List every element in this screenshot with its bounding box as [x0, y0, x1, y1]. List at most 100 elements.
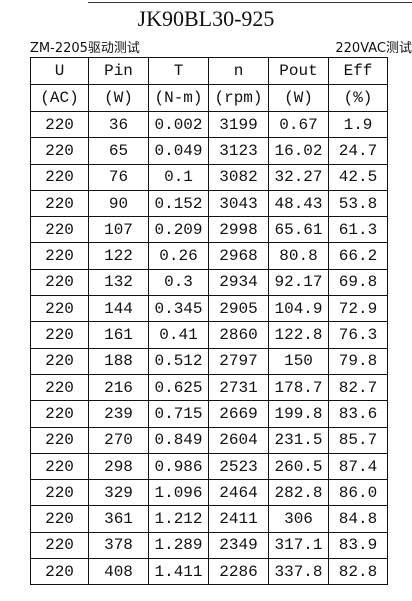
cell: 2349 — [208, 531, 269, 560]
cell: U — [30, 57, 89, 85]
cell: 2604 — [208, 426, 269, 454]
header-row: (AC) (W) (N-m) (rpm) (W) (%) — [30, 84, 388, 112]
cell: 2860 — [208, 321, 269, 349]
cell: 220 — [30, 110, 89, 139]
cell: 220 — [30, 163, 89, 191]
cell: 2286 — [208, 558, 269, 586]
cell: 2968 — [208, 242, 269, 270]
cell: 306 — [268, 505, 329, 533]
cell: 0.345 — [148, 295, 209, 323]
cell: 0.715 — [148, 400, 209, 428]
cell: 83.6 — [328, 400, 388, 428]
cell: 220 — [30, 479, 89, 507]
cell: Eff — [328, 57, 388, 85]
cell: 0.1 — [148, 163, 209, 191]
cell: n — [208, 57, 269, 85]
cell: 150 — [268, 347, 329, 375]
cell: 161 — [88, 321, 149, 349]
cell: 0.049 — [148, 137, 209, 165]
cell: 220 — [30, 321, 89, 349]
cell: 66.2 — [328, 242, 388, 270]
data-row: 220 65 0.049 3123 16.02 24.7 — [30, 137, 388, 165]
left-note: ZM-2205驱动测试 — [30, 41, 140, 56]
cell: 3082 — [208, 163, 269, 191]
data-row: 220 361 1.212 2411 306 84.8 — [30, 505, 388, 533]
cell: (N-m) — [148, 84, 209, 112]
data-row: 220 298 0.986 2523 260.5 87.4 — [30, 452, 388, 481]
cell: 2797 — [208, 347, 269, 375]
cell: 36 — [88, 110, 149, 139]
cell: 220 — [30, 426, 89, 454]
cell: 239 — [88, 400, 149, 428]
cell: 107 — [88, 216, 149, 244]
cell: 32.27 — [268, 163, 329, 191]
cell: Pin — [88, 57, 149, 85]
cell: 86.0 — [328, 479, 388, 507]
data-row: 220 132 0.3 2934 92.17 69.8 — [30, 268, 388, 297]
title: JK90BL30-925 — [137, 6, 275, 31]
cell: (%) — [328, 84, 388, 112]
cell: 1.096 — [148, 479, 209, 507]
cell: 65 — [88, 137, 149, 165]
cell: 220 — [30, 400, 89, 428]
cell: 0.002 — [148, 110, 209, 139]
cell: 282.8 — [268, 479, 329, 507]
cell: 1.289 — [148, 531, 209, 560]
data-row: 220 216 0.625 2731 178.7 82.7 — [30, 373, 388, 402]
cell: 72.9 — [328, 295, 388, 323]
cell: (W) — [88, 84, 149, 112]
cell: 48.43 — [268, 189, 329, 218]
data-row: 220 408 1.411 2286 337.8 82.8 — [30, 558, 388, 586]
cell: 0.849 — [148, 426, 209, 454]
cell: 178.7 — [268, 373, 329, 402]
cell: T — [148, 57, 209, 85]
data-row: 220 144 0.345 2905 104.9 72.9 — [30, 295, 388, 323]
cell: 76 — [88, 163, 149, 191]
cell: 69.8 — [328, 268, 388, 297]
cell: 0.625 — [148, 373, 209, 402]
cell: 42.5 — [328, 163, 388, 191]
cell: 76.3 — [328, 321, 388, 349]
cell: 1.212 — [148, 505, 209, 533]
data-row: 220 90 0.152 3043 48.43 53.8 — [30, 189, 388, 218]
data-row: 220 270 0.849 2604 231.5 85.7 — [30, 426, 388, 454]
cell: 220 — [30, 295, 89, 323]
cell: 1.411 — [148, 558, 209, 586]
data-row: 220 329 1.096 2464 282.8 86.0 — [30, 479, 388, 507]
cell: 83.9 — [328, 531, 388, 560]
cell: (W) — [268, 84, 329, 112]
cell: 216 — [88, 373, 149, 402]
right-note: 220VAC测试 — [335, 41, 412, 56]
cell: 337.8 — [268, 558, 329, 586]
cell: 361 — [88, 505, 149, 533]
cell: 329 — [88, 479, 149, 507]
cell: 53.8 — [328, 189, 388, 218]
cell: 0.26 — [148, 242, 209, 270]
cell: 82.8 — [328, 558, 388, 586]
cell: 220 — [30, 452, 89, 481]
cell: 104.9 — [268, 295, 329, 323]
cell: 87.4 — [328, 452, 388, 481]
cell: 220 — [30, 347, 89, 375]
data-row: 220 107 0.209 2998 65.61 61.3 — [30, 216, 388, 244]
cell: 2523 — [208, 452, 269, 481]
cell: 231.5 — [268, 426, 329, 454]
cell: 80.8 — [268, 242, 329, 270]
cell: 220 — [30, 242, 89, 270]
cell: 220 — [30, 268, 89, 297]
cell: (rpm) — [208, 84, 269, 112]
cell: 408 — [88, 558, 149, 586]
cell: 2731 — [208, 373, 269, 402]
data-row: 220 239 0.715 2669 199.8 83.6 — [30, 400, 388, 428]
cell: 0.209 — [148, 216, 209, 244]
cell: 132 — [88, 268, 149, 297]
cell: 199.8 — [268, 400, 329, 428]
cell: 270 — [88, 426, 149, 454]
cell: 90 — [88, 189, 149, 218]
cell: 3043 — [208, 189, 269, 218]
cell: 16.02 — [268, 137, 329, 165]
cell: 220 — [30, 505, 89, 533]
cell: 220 — [30, 558, 89, 586]
cell: 260.5 — [268, 452, 329, 481]
